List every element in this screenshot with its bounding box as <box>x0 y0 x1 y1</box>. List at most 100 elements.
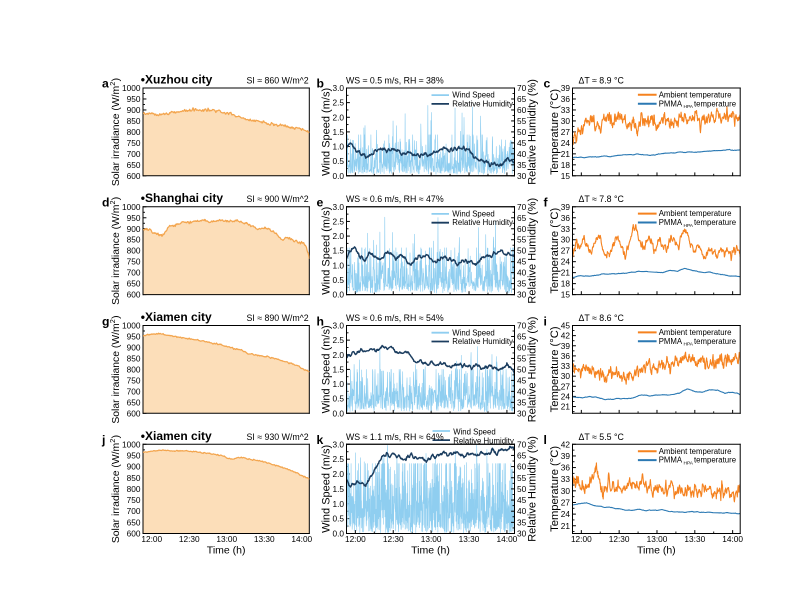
svg-text:ΔT ≈ 8.6 °C: ΔT ≈ 8.6 °C <box>579 313 625 323</box>
svg-text:21: 21 <box>561 149 571 159</box>
svg-text:1000: 1000 <box>122 83 141 93</box>
svg-text:850: 850 <box>127 116 141 126</box>
svg-text:24: 24 <box>561 138 571 148</box>
svg-text:700: 700 <box>127 506 141 516</box>
svg-text:3.0: 3.0 <box>332 321 344 331</box>
svg-text:70: 70 <box>517 83 527 93</box>
svg-text:850: 850 <box>127 473 141 483</box>
svg-text:temperature: temperature <box>694 337 736 346</box>
svg-text:•Xiamen city: •Xiamen city <box>141 429 212 443</box>
svg-text:21: 21 <box>561 268 571 278</box>
svg-text:1.0: 1.0 <box>332 379 344 389</box>
svg-text:65: 65 <box>517 213 527 223</box>
svg-text:27: 27 <box>561 246 571 256</box>
svg-text:1000: 1000 <box>122 202 141 212</box>
svg-text:13:30: 13:30 <box>254 534 275 544</box>
svg-text:33: 33 <box>561 474 571 484</box>
svg-text:35: 35 <box>517 160 527 170</box>
svg-text:35: 35 <box>517 279 527 289</box>
svg-text:2.0: 2.0 <box>332 350 344 360</box>
svg-text:45: 45 <box>517 375 527 385</box>
svg-text:27: 27 <box>561 381 571 391</box>
svg-text:850: 850 <box>127 353 141 363</box>
svg-text:1.0: 1.0 <box>332 260 344 270</box>
svg-text:40: 40 <box>517 386 527 396</box>
svg-text:55: 55 <box>517 116 527 126</box>
svg-text:30: 30 <box>561 116 571 126</box>
svg-text:650: 650 <box>127 160 141 170</box>
svg-text:900: 900 <box>127 224 141 234</box>
svg-text:13:00: 13:00 <box>216 534 237 544</box>
svg-text:k: k <box>317 433 324 447</box>
svg-text:12:00: 12:00 <box>571 534 592 544</box>
svg-text:65: 65 <box>517 450 527 460</box>
svg-text:Time (h): Time (h) <box>411 544 450 556</box>
svg-text:Relative Humidity (%): Relative Humidity (%) <box>527 198 539 304</box>
svg-text:Wind Speed: Wind Speed <box>452 328 494 337</box>
svg-text:30: 30 <box>561 486 571 496</box>
svg-text:12:00: 12:00 <box>141 534 162 544</box>
svg-text:HPA: HPA <box>684 342 694 348</box>
svg-text:0.0: 0.0 <box>332 408 344 418</box>
svg-text:Wind Speed: Wind Speed <box>452 210 494 219</box>
svg-text:WS ≈ 1.1 m/s, RH ≈ 64%: WS ≈ 1.1 m/s, RH ≈ 64% <box>346 432 444 442</box>
svg-text:950: 950 <box>127 213 141 223</box>
svg-text:36: 36 <box>561 351 571 361</box>
svg-text:SI ≈ 930 W/m^2: SI ≈ 930 W/m^2 <box>246 432 308 442</box>
svg-text:27: 27 <box>561 127 571 137</box>
svg-text:750: 750 <box>127 375 141 385</box>
svg-text:S o l a: S o l a r i r r a d i a n c e ( W / m ) … <box>106 74 123 186</box>
svg-text:1.5: 1.5 <box>332 364 344 374</box>
svg-text:750: 750 <box>127 257 141 267</box>
svg-text:0.5: 0.5 <box>332 394 344 404</box>
svg-text:30: 30 <box>561 235 571 245</box>
svg-text:ΔT ≈ 7.8 °C: ΔT ≈ 7.8 °C <box>579 194 625 204</box>
svg-text:45: 45 <box>517 138 527 148</box>
svg-text:60: 60 <box>517 462 527 472</box>
svg-text:temperature: temperature <box>694 218 736 227</box>
svg-text:SI ≈ 900 W/m^2: SI ≈ 900 W/m^2 <box>246 194 308 204</box>
svg-text:PMMA: PMMA <box>659 99 683 108</box>
svg-text:2.5: 2.5 <box>332 98 344 108</box>
svg-text:Relative Humidity: Relative Humidity <box>452 99 513 108</box>
svg-text:55: 55 <box>517 353 527 363</box>
svg-text:3.0: 3.0 <box>332 83 344 93</box>
svg-text:2.0: 2.0 <box>332 112 344 122</box>
svg-text:Ambient temperature: Ambient temperature <box>659 209 732 218</box>
svg-text:SI ≈ 890 W/m^2: SI ≈ 890 W/m^2 <box>246 313 308 323</box>
svg-text:14:00: 14:00 <box>722 534 743 544</box>
svg-text:S o l a: S o l a r i r r a d i a n c e ( W / m ) … <box>106 431 123 543</box>
svg-text:800: 800 <box>127 127 141 137</box>
svg-text:13:30: 13:30 <box>684 534 705 544</box>
svg-text:70: 70 <box>517 202 527 212</box>
svg-text:45: 45 <box>517 495 527 505</box>
svg-text:60: 60 <box>517 342 527 352</box>
svg-text:f: f <box>544 196 549 210</box>
svg-text:70: 70 <box>517 439 527 449</box>
svg-text:45: 45 <box>517 257 527 267</box>
svg-text:13:00: 13:00 <box>647 534 668 544</box>
svg-text:HPA: HPA <box>684 104 694 110</box>
svg-text:ΔT ≈ 8.9 °C: ΔT ≈ 8.9 °C <box>579 75 625 85</box>
svg-text:Relative Humidity (%): Relative Humidity (%) <box>527 317 539 423</box>
svg-text:b: b <box>317 77 324 91</box>
svg-text:1.0: 1.0 <box>332 142 344 152</box>
svg-text:50: 50 <box>517 364 527 374</box>
svg-text:3.0: 3.0 <box>332 439 344 449</box>
svg-text:12:00: 12:00 <box>345 534 366 544</box>
svg-text:Time (h): Time (h) <box>207 544 246 556</box>
svg-text:12:30: 12:30 <box>179 534 200 544</box>
svg-text:50: 50 <box>517 484 527 494</box>
svg-text:33: 33 <box>561 224 571 234</box>
svg-text:900: 900 <box>127 462 141 472</box>
svg-text:18: 18 <box>561 279 571 289</box>
svg-text:i: i <box>544 314 547 328</box>
svg-text:2.5: 2.5 <box>332 335 344 345</box>
svg-text:PMMA: PMMA <box>659 337 683 346</box>
svg-text:1.5: 1.5 <box>332 484 344 494</box>
svg-text:0.0: 0.0 <box>332 290 344 300</box>
svg-text:40: 40 <box>517 506 527 516</box>
svg-text:15: 15 <box>561 171 571 181</box>
svg-text:60: 60 <box>517 105 527 115</box>
svg-text:HPA: HPA <box>684 223 694 229</box>
